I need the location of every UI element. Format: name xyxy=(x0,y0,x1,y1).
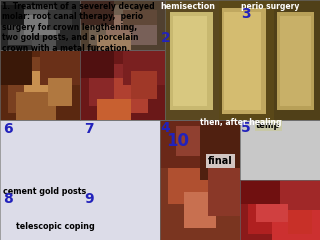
Bar xyxy=(160,60,240,120)
Bar xyxy=(97,35,131,50)
Bar xyxy=(123,50,165,85)
Bar xyxy=(200,120,240,180)
Bar xyxy=(240,60,320,120)
Text: hemisection: hemisection xyxy=(161,2,216,11)
Bar xyxy=(165,0,320,120)
Bar xyxy=(222,8,266,114)
Bar xyxy=(40,50,80,85)
Bar xyxy=(280,16,311,106)
Bar xyxy=(0,5,24,25)
Bar xyxy=(224,12,261,110)
Bar xyxy=(256,102,288,120)
Text: 3: 3 xyxy=(242,7,251,21)
Bar xyxy=(24,71,56,99)
Bar xyxy=(208,72,240,96)
Bar xyxy=(288,66,312,84)
Bar xyxy=(216,96,240,120)
Text: 6: 6 xyxy=(3,122,13,136)
Bar xyxy=(80,0,114,25)
Text: temp: temp xyxy=(256,121,281,130)
Bar xyxy=(165,0,320,120)
Bar xyxy=(256,204,288,222)
Bar xyxy=(240,60,320,120)
Bar xyxy=(160,120,208,168)
Bar xyxy=(165,0,219,120)
Text: 7: 7 xyxy=(84,122,93,136)
Text: perio surgery: perio surgery xyxy=(241,2,299,11)
Bar xyxy=(80,0,165,50)
Bar xyxy=(170,12,213,110)
Bar xyxy=(240,180,320,240)
Bar xyxy=(0,0,80,50)
Bar xyxy=(168,144,208,204)
Bar xyxy=(276,12,314,110)
Bar xyxy=(89,64,131,106)
Bar xyxy=(114,78,148,113)
Bar xyxy=(32,35,56,50)
Bar xyxy=(176,126,200,156)
Bar xyxy=(131,71,156,99)
Bar xyxy=(248,78,288,108)
Bar xyxy=(288,210,312,234)
Bar xyxy=(8,57,56,113)
Bar xyxy=(0,120,160,240)
Bar xyxy=(48,10,72,30)
Bar xyxy=(184,72,216,108)
Text: then, after healing: then, after healing xyxy=(200,118,282,127)
Bar xyxy=(219,0,274,120)
Bar xyxy=(272,72,304,96)
Bar xyxy=(192,60,216,84)
Bar xyxy=(80,50,114,78)
Bar xyxy=(0,50,80,120)
Bar xyxy=(0,50,80,120)
Bar xyxy=(173,16,207,106)
Bar xyxy=(80,0,165,50)
Bar xyxy=(48,78,72,106)
Bar xyxy=(80,50,165,120)
Text: 2: 2 xyxy=(161,31,170,45)
Bar xyxy=(160,120,240,240)
Text: 4: 4 xyxy=(161,121,170,135)
Bar xyxy=(240,60,280,84)
Bar xyxy=(106,15,140,40)
Bar xyxy=(248,192,288,234)
Bar xyxy=(24,15,56,35)
Bar xyxy=(208,168,240,216)
Bar xyxy=(0,50,32,85)
Bar xyxy=(131,25,156,45)
Text: telescopic coping: telescopic coping xyxy=(16,222,95,231)
Bar xyxy=(20,10,60,40)
Bar xyxy=(97,99,131,120)
Bar xyxy=(168,90,192,114)
Bar xyxy=(0,0,80,50)
Bar xyxy=(280,180,320,210)
Bar xyxy=(272,210,320,240)
Bar xyxy=(184,192,216,228)
Bar xyxy=(89,5,131,45)
Text: final: final xyxy=(208,156,233,166)
Text: 1. Treatment of a severely decayed
molar: root canal therapy,  perio
surgery for: 1. Treatment of a severely decayed molar… xyxy=(2,2,155,53)
Bar xyxy=(160,60,192,90)
Bar xyxy=(240,180,280,204)
Bar xyxy=(160,120,240,240)
Text: 8: 8 xyxy=(3,192,13,206)
Text: 5: 5 xyxy=(241,121,251,135)
Text: 10: 10 xyxy=(166,132,189,150)
Bar xyxy=(280,96,320,120)
Bar xyxy=(160,60,240,120)
Bar xyxy=(80,50,165,120)
Bar xyxy=(8,5,56,45)
Text: 9: 9 xyxy=(84,192,93,206)
Bar xyxy=(123,10,156,30)
Bar xyxy=(16,92,56,120)
Bar xyxy=(274,0,320,120)
Text: cement gold posts: cement gold posts xyxy=(3,187,86,196)
Bar xyxy=(240,180,320,240)
